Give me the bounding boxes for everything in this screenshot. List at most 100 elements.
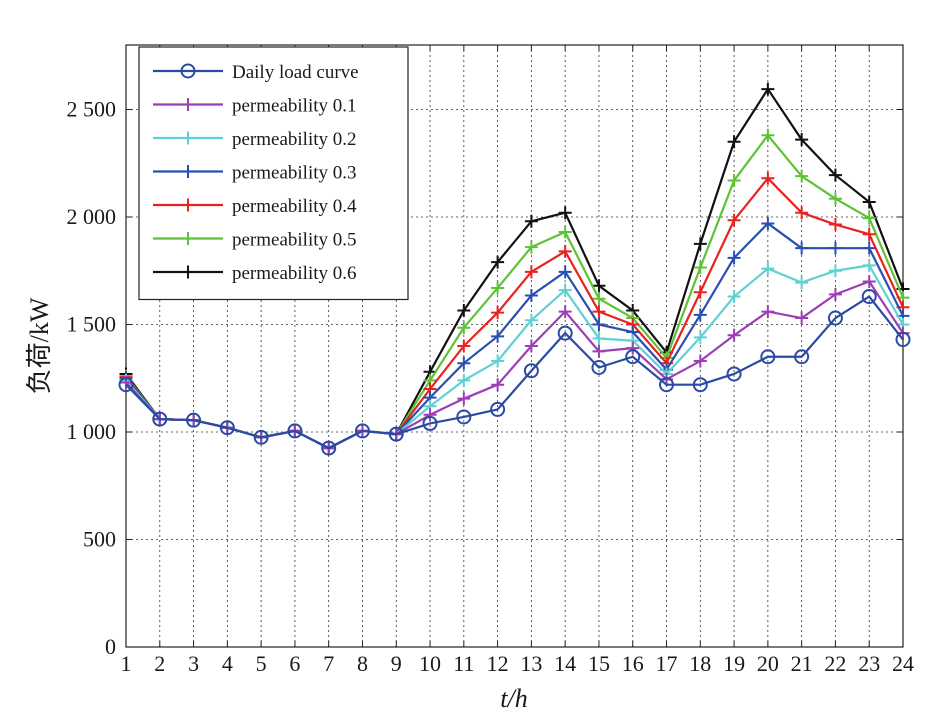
legend-item: permeability 0.4 — [153, 196, 357, 217]
data-point — [354, 423, 370, 439]
data-point — [827, 310, 843, 326]
data-point — [795, 206, 809, 220]
data-point — [524, 288, 538, 302]
data-point — [794, 349, 810, 365]
x-tick-label: 16 — [622, 651, 644, 676]
data-point — [795, 133, 809, 147]
x-tick-label: 4 — [222, 651, 233, 676]
data-point — [727, 328, 741, 342]
data-point — [457, 392, 471, 406]
y-tick-label: 2 500 — [67, 97, 117, 122]
data-point — [795, 276, 809, 290]
x-tick-label: 5 — [256, 651, 267, 676]
series-0 — [118, 289, 911, 456]
data-point — [693, 330, 707, 344]
data-point — [761, 82, 775, 96]
data-point — [592, 318, 606, 331]
legend-label: permeability 0.5 — [232, 230, 357, 251]
x-tick-label: 2 — [154, 651, 165, 676]
legend-item: permeability 0.5 — [153, 230, 357, 251]
series-line — [125, 280, 904, 450]
legend-item: permeability 0.6 — [153, 263, 357, 284]
data-point — [760, 349, 776, 365]
legend-item: permeability 0.1 — [153, 96, 357, 117]
data-point — [558, 265, 572, 279]
data-point — [490, 401, 506, 417]
data-point — [727, 290, 741, 304]
x-tick-label: 14 — [554, 651, 576, 676]
data-point — [491, 255, 505, 269]
data-point — [118, 377, 134, 393]
x-tick-label: 19 — [723, 651, 745, 676]
data-point — [761, 128, 775, 142]
data-point — [862, 227, 876, 241]
data-point — [523, 363, 539, 379]
legend-swatch-marker — [181, 131, 195, 145]
data-point — [592, 331, 606, 345]
data-point — [592, 305, 606, 319]
data-point — [457, 321, 471, 335]
legend-box — [138, 46, 409, 301]
legend-item: permeability 0.3 — [153, 163, 357, 184]
data-point — [693, 237, 707, 251]
data-point — [524, 214, 538, 228]
x-tick-label: 15 — [588, 651, 610, 676]
data-point — [692, 377, 708, 393]
legend-swatch-marker — [181, 232, 195, 245]
data-point — [558, 305, 572, 319]
data-point — [152, 411, 168, 427]
data-point — [457, 356, 471, 370]
data-point — [625, 349, 641, 365]
x-tick-label: 23 — [858, 651, 880, 676]
legend-swatch-marker — [181, 265, 195, 279]
data-point — [828, 241, 842, 255]
data-point — [524, 339, 538, 353]
y-tick-label: 1 500 — [67, 312, 117, 337]
axes: 1 2 3 4 5 6 7 8 9 10 11 12 13 14 15 16 17 18 19 20 21 22 23 240… — [67, 45, 914, 676]
data-point — [423, 408, 437, 422]
x-tick-label: 18 — [689, 651, 711, 676]
data-point — [524, 265, 538, 279]
data-point — [726, 366, 742, 382]
data-point — [626, 341, 640, 355]
legend-swatch-marker — [180, 63, 196, 79]
legend-item: permeability 0.2 — [153, 129, 357, 150]
x-tick-label: 6 — [289, 651, 300, 676]
legend-label: permeability 0.1 — [232, 96, 357, 117]
data-point — [524, 313, 538, 327]
y-tick-label: 1 000 — [67, 419, 117, 444]
data-point — [659, 377, 675, 393]
x-tick-label: 20 — [757, 651, 779, 676]
y-tick-label: 0 — [105, 634, 116, 659]
data-point — [862, 241, 876, 255]
data-point — [524, 240, 538, 254]
data-point — [592, 279, 606, 293]
data-point — [457, 339, 471, 353]
x-tick-label: 17 — [656, 651, 678, 676]
data-point — [761, 305, 775, 319]
data-point — [727, 135, 741, 149]
data-point — [219, 420, 235, 436]
data-point — [558, 206, 572, 220]
x-tick-label: 13 — [520, 651, 542, 676]
series-1 — [119, 275, 910, 455]
legend-label: permeability 0.4 — [232, 196, 357, 217]
data-point — [457, 304, 471, 318]
data-point — [456, 409, 472, 425]
x-tick-label: 1 — [121, 651, 132, 676]
data-point — [828, 192, 842, 206]
data-point — [693, 261, 707, 275]
data-point — [761, 216, 775, 230]
data-point — [828, 264, 842, 278]
data-point — [591, 360, 607, 375]
data-point — [557, 325, 573, 341]
x-axis-label: t/h — [500, 684, 527, 713]
data-point — [795, 169, 809, 183]
legend-label: permeability 0.2 — [232, 129, 357, 150]
series-layer — [118, 82, 911, 456]
y-tick-label: 500 — [83, 527, 116, 552]
data-point — [727, 251, 741, 265]
data-point — [828, 287, 842, 301]
legend-item: Daily load curve — [153, 62, 359, 83]
